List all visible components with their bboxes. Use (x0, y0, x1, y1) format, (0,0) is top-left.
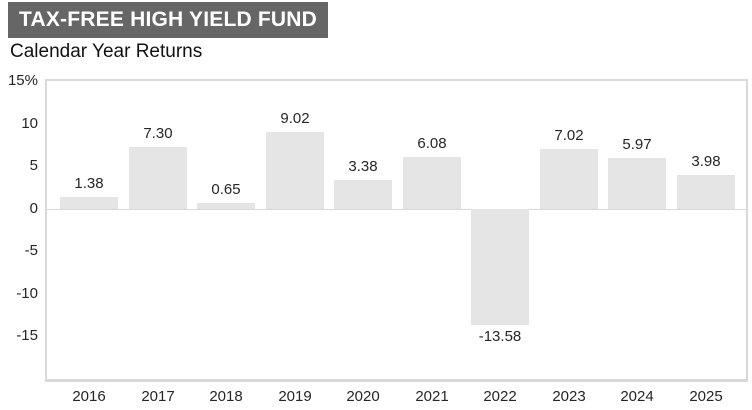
bar-2018 (197, 203, 255, 209)
bar-value-label: 3.98 (691, 153, 721, 170)
zero-gridline (47, 209, 746, 210)
bar-value-label: 7.02 (554, 127, 584, 144)
bar-2021 (403, 157, 461, 209)
bar-value-label: -13.58 (478, 328, 522, 345)
x-tick-label: 2024 (620, 388, 654, 405)
y-tick-label: 0 (29, 200, 38, 217)
x-tick-label: 2016 (72, 388, 106, 405)
bar-value-label: 9.02 (280, 110, 310, 127)
fund-title: TAX-FREE HIGH YIELD FUND (8, 2, 329, 38)
y-tick-label: -10 (16, 285, 38, 302)
y-tick-label: 5 (29, 157, 38, 174)
bar-2020 (334, 180, 392, 209)
bar-value-label: 0.65 (211, 181, 241, 198)
bar-value-label: 1.38 (74, 175, 104, 192)
bar-2025 (677, 175, 735, 209)
x-tick-label: 2021 (415, 388, 449, 405)
x-tick-label: 2023 (552, 388, 586, 405)
x-tick-label: 2025 (689, 388, 723, 405)
y-tick-label: 15% (7, 72, 38, 89)
y-tick-label: -15 (16, 327, 38, 344)
x-tick-label: 2020 (346, 388, 380, 405)
bar-value-label: 6.08 (417, 135, 447, 152)
bar-2017 (129, 147, 187, 209)
y-tick-label: 10 (21, 115, 38, 132)
bar-value-label: 3.38 (348, 158, 378, 175)
bar-2024 (608, 158, 666, 209)
bar-value-label: 7.30 (143, 125, 173, 142)
bar-2016 (60, 197, 118, 209)
x-tick-label: 2018 (209, 388, 243, 405)
bar-2023 (540, 149, 598, 209)
x-tick-label: 2022 (483, 388, 517, 405)
bar-2022 (471, 209, 529, 325)
plot-area (45, 79, 748, 382)
y-tick-label: -5 (24, 242, 38, 259)
bar-value-label: 5.97 (622, 136, 652, 153)
x-tick-label: 2019 (278, 388, 312, 405)
chart-subtitle: Calendar Year Returns (10, 41, 203, 62)
bar-2019 (266, 132, 324, 209)
x-tick-label: 2017 (141, 388, 175, 405)
